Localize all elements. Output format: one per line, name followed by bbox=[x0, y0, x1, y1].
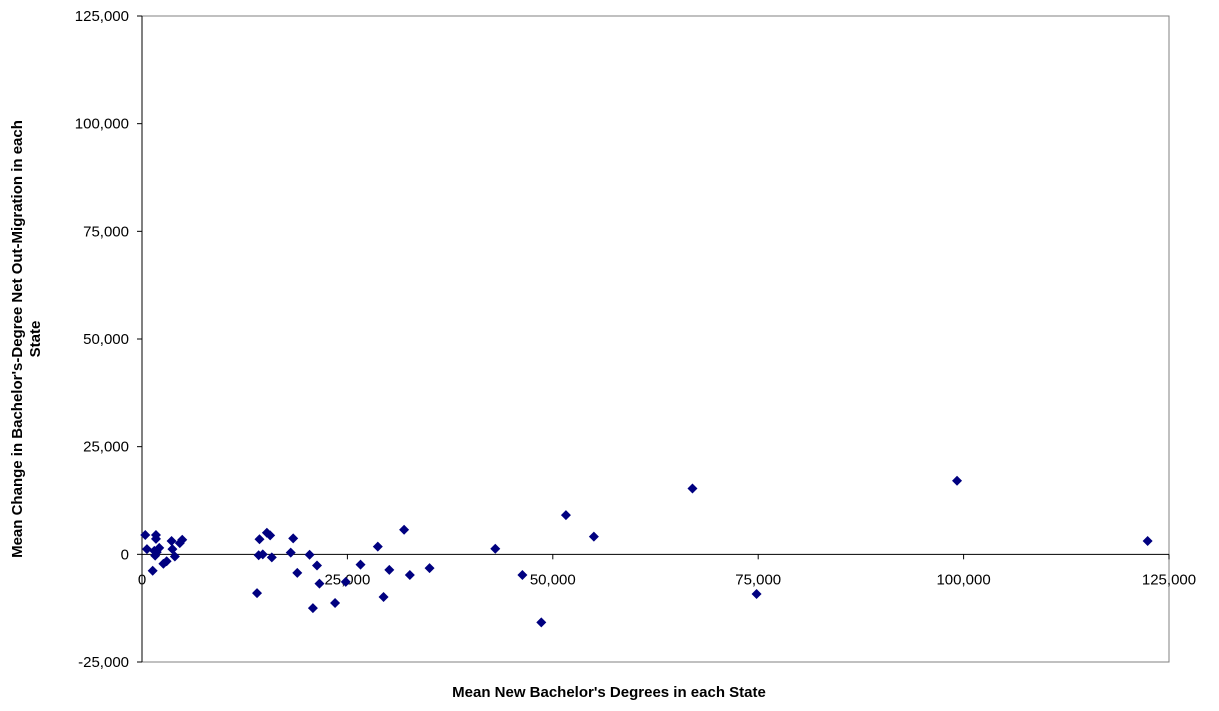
data-point bbox=[304, 549, 315, 560]
x-tick-label: 100,000 bbox=[936, 571, 990, 588]
data-point bbox=[154, 542, 165, 553]
data-point bbox=[285, 547, 296, 558]
data-point bbox=[687, 483, 698, 494]
data-point bbox=[384, 564, 395, 575]
data-point bbox=[372, 541, 383, 552]
y-tick-label: 75,000 bbox=[83, 223, 129, 240]
data-point bbox=[252, 588, 263, 599]
x-tick-label: 0 bbox=[138, 571, 146, 588]
data-point bbox=[292, 567, 303, 578]
data-point bbox=[330, 597, 341, 608]
data-point bbox=[314, 578, 325, 589]
data-point bbox=[952, 475, 963, 486]
data-point bbox=[288, 533, 299, 544]
data-point bbox=[404, 570, 415, 581]
y-tick-label: 125,000 bbox=[75, 8, 129, 25]
data-point bbox=[177, 534, 188, 545]
data-point bbox=[588, 531, 599, 542]
data-point bbox=[161, 556, 172, 567]
data-point bbox=[490, 543, 501, 554]
data-point bbox=[355, 559, 366, 570]
data-point bbox=[166, 535, 177, 546]
y-axis-ticks: -25,000 0 25,000 50,000 75,000 100,000 125,000 bbox=[75, 8, 142, 671]
y-tick-label: 0 bbox=[121, 546, 129, 563]
data-point bbox=[312, 560, 323, 571]
data-point bbox=[141, 544, 152, 555]
data-point bbox=[517, 570, 528, 581]
y-tick-label: 100,000 bbox=[75, 116, 129, 133]
data-point bbox=[257, 549, 268, 560]
x-tick-label: 75,000 bbox=[735, 571, 781, 588]
data-point bbox=[399, 524, 410, 535]
data-point bbox=[560, 510, 571, 521]
data-point bbox=[140, 529, 151, 540]
data-point bbox=[340, 576, 351, 587]
data-point bbox=[536, 617, 547, 628]
data-points bbox=[140, 475, 1153, 628]
y-tick-label: 25,000 bbox=[83, 439, 129, 456]
data-point bbox=[378, 591, 389, 602]
data-point bbox=[150, 533, 161, 544]
data-point bbox=[424, 563, 435, 574]
data-point bbox=[1142, 535, 1153, 546]
data-point bbox=[266, 552, 277, 563]
x-tick-label: 50,000 bbox=[530, 571, 576, 588]
data-point bbox=[254, 534, 265, 545]
y-tick-label: 50,000 bbox=[83, 331, 129, 348]
data-point bbox=[169, 551, 180, 562]
data-point bbox=[751, 588, 762, 599]
y-axis-title-line-1: Mean Change in Bachelor's-Degree Net Out… bbox=[9, 120, 26, 558]
x-axis-title: Mean New Bachelor's Degrees in each Stat… bbox=[452, 684, 766, 701]
plot-area bbox=[141, 15, 1170, 663]
data-point bbox=[265, 530, 276, 541]
data-point bbox=[307, 603, 318, 614]
x-tick-label: 125,000 bbox=[1142, 571, 1196, 588]
y-tick-label: -25,000 bbox=[78, 654, 129, 671]
y-axis-title: Mean Change in Bachelor's-Degree Net Out… bbox=[9, 120, 44, 558]
y-axis-title-line-2: State bbox=[27, 321, 44, 358]
data-point bbox=[147, 565, 158, 576]
